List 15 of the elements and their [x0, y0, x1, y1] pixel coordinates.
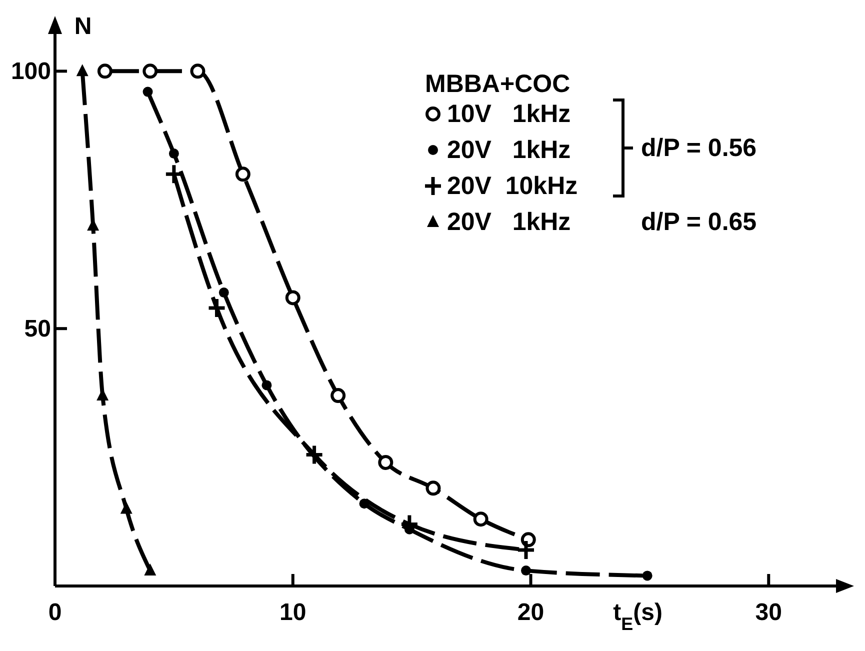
y-tick-label: 50	[24, 316, 51, 343]
legend-label: 20V 1kHz	[447, 136, 571, 164]
legend-label: 10V 1kHz	[447, 100, 571, 128]
y-tick-label: 100	[10, 58, 51, 86]
legend-label: 20V 10kHz	[447, 172, 578, 200]
x-tick-label: 0	[48, 599, 62, 626]
legend-title: MBBA+COC	[425, 70, 570, 98]
x-tick-label: 20	[517, 599, 544, 626]
annotation: d/P = 0.65	[641, 208, 757, 236]
y-axis-title: N	[74, 13, 92, 40]
legend-label: 20V 1kHz	[447, 208, 571, 236]
x-tick-label: 10	[280, 599, 306, 626]
x-tick-label: 30	[755, 599, 782, 626]
x-axis-title: t$_{E}$(s)	[613, 599, 662, 634]
annotation: d/P = 0.56	[641, 134, 757, 162]
